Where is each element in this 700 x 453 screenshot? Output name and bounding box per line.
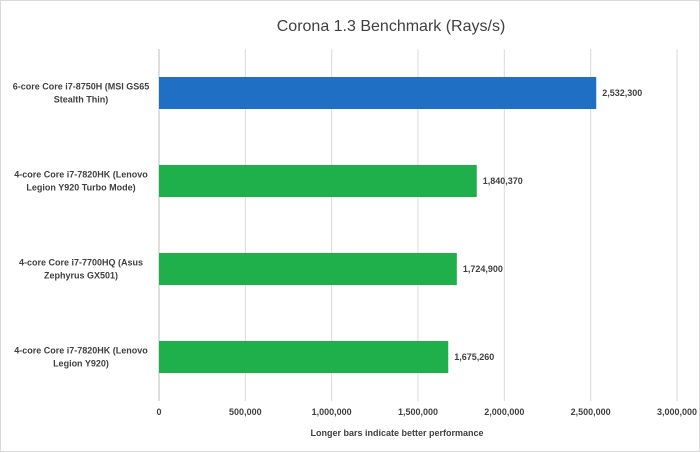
data-label: 2,532,300 (602, 88, 642, 98)
category-label: 6-core Core i7-8750H (MSI GS65 (13, 82, 150, 92)
x-axis-label: Longer bars indicate better performance (310, 428, 483, 438)
category-labels: 6-core Core i7-8750H (MSI GS65 Stealth Th… (13, 82, 150, 369)
bar (159, 341, 449, 373)
data-label: 1,724,900 (463, 264, 503, 274)
x-tick-labels: 0 500,000 1,000,000 1,500,000 2,000,000 2,500… (156, 407, 697, 417)
category-label: Legion Y920) (53, 359, 109, 369)
category-label: Legion Y920 Turbo Mode) (26, 183, 135, 193)
bar (159, 77, 597, 109)
category-label: Zephyrus GX501) (44, 271, 118, 281)
data-label: 1,840,370 (483, 176, 523, 186)
x-tick-label: 3,000,000 (657, 407, 697, 417)
category-label: 4-core Core i7-7700HQ (Asus (19, 258, 143, 268)
bars (159, 77, 597, 373)
category-label: Stealth Thin) (54, 95, 109, 105)
value-labels: 2,532,300 1,840,370 1,724,900 1,675,260 (454, 88, 642, 362)
chart-title: Corona 1.3 Benchmark (Rays/s) (277, 18, 506, 35)
x-tick-label: 1,500,000 (398, 407, 438, 417)
x-tick-label: 2,000,000 (484, 407, 524, 417)
x-tick-label: 2,500,000 (571, 407, 611, 417)
category-label: 4-core Core i7-7820HK (Lenovo (14, 170, 148, 180)
x-tick-label: 500,000 (229, 407, 262, 417)
bar (159, 253, 457, 285)
category-label: 4-core Core i7-7820HK (Lenovo (14, 346, 148, 356)
x-tick-label: 1,000,000 (312, 407, 352, 417)
bar (159, 165, 477, 197)
x-tick-label: 0 (156, 407, 161, 417)
data-label: 1,675,260 (454, 352, 494, 362)
